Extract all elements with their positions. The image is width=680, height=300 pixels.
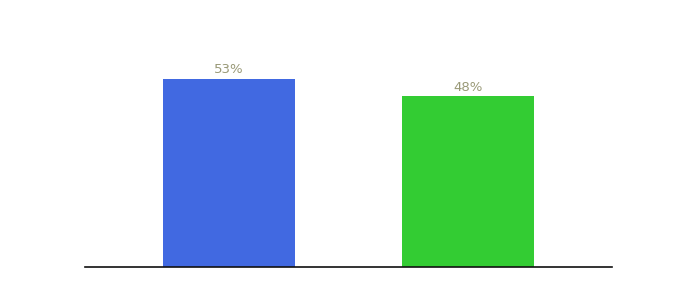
Text: 48%: 48% [454,81,483,94]
Bar [403,96,534,267]
Bar [163,79,294,267]
Text: 53%: 53% [214,63,243,76]
